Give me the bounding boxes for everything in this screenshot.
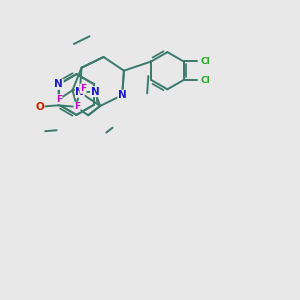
Text: N: N [55, 79, 63, 89]
Text: F: F [74, 102, 80, 111]
Text: Cl: Cl [200, 57, 210, 66]
Text: O: O [35, 102, 44, 112]
Text: N: N [118, 90, 127, 100]
Text: F: F [56, 95, 62, 104]
Text: F: F [80, 84, 86, 93]
Text: Cl: Cl [200, 76, 210, 85]
Text: N: N [75, 87, 84, 97]
Text: N: N [91, 87, 99, 97]
